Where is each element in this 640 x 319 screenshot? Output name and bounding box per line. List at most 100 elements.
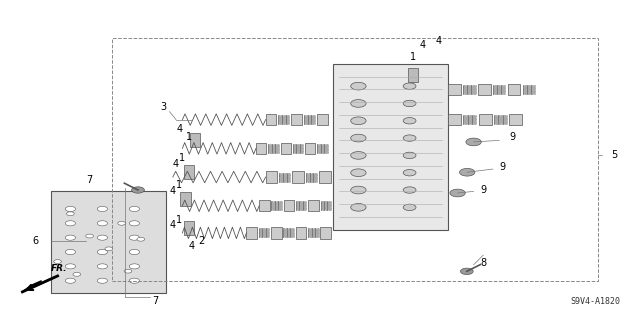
Bar [479,114,492,125]
Bar [284,200,294,211]
Circle shape [65,264,76,269]
Bar [293,144,303,153]
Circle shape [351,152,366,159]
Text: 1: 1 [176,180,182,190]
Bar [305,143,316,154]
Circle shape [403,187,416,193]
Text: 1: 1 [186,132,192,142]
Bar [184,165,194,179]
Bar [296,201,307,210]
Bar [291,114,302,125]
Circle shape [403,152,416,159]
Bar [266,171,277,183]
Text: 2: 2 [198,236,205,246]
Bar [279,173,291,182]
Circle shape [129,278,140,283]
Circle shape [118,221,125,225]
Bar [51,191,166,293]
Text: S9V4-A1820: S9V4-A1820 [571,297,621,306]
Circle shape [65,249,76,255]
Bar [508,84,520,95]
Text: 4: 4 [173,159,179,169]
Circle shape [466,138,481,146]
Bar [271,201,282,210]
Circle shape [65,206,76,211]
Circle shape [403,100,416,107]
Bar [308,200,319,211]
Circle shape [351,186,366,194]
Text: 4: 4 [189,241,195,251]
Bar [296,227,307,239]
Bar [259,200,269,211]
Text: 7: 7 [152,296,159,307]
Circle shape [65,221,76,226]
Bar [463,85,476,94]
Circle shape [137,237,145,241]
Circle shape [460,168,475,176]
Bar [319,171,331,183]
Bar [292,171,304,183]
Bar [190,133,200,147]
Text: 4: 4 [435,36,442,47]
Bar [304,115,315,124]
Text: FR.: FR. [51,264,68,273]
Circle shape [97,221,108,226]
Text: 9: 9 [480,185,486,195]
Bar [321,201,331,210]
Circle shape [67,212,74,216]
Circle shape [97,264,108,269]
Text: 4: 4 [176,124,182,134]
Bar [494,115,507,124]
Bar [180,192,191,206]
Circle shape [351,134,366,142]
Bar [256,143,266,154]
Circle shape [351,82,366,90]
Text: 8: 8 [480,258,486,268]
Bar [308,228,319,237]
Bar [448,114,461,125]
Bar [321,227,331,239]
Text: 7: 7 [86,175,93,185]
Text: 1: 1 [179,153,186,163]
Circle shape [129,206,140,211]
Circle shape [97,206,108,211]
Circle shape [73,272,81,276]
Circle shape [54,260,61,263]
Circle shape [403,118,416,124]
Bar [271,227,282,239]
Circle shape [105,247,113,251]
Bar [493,85,506,94]
Bar [266,114,276,125]
Circle shape [65,278,76,283]
Bar [448,84,461,95]
Text: 4: 4 [419,40,426,50]
Bar [280,143,291,154]
Text: 9: 9 [509,132,515,142]
Bar [184,221,194,235]
Circle shape [124,269,132,273]
Circle shape [351,117,366,125]
Circle shape [351,204,366,211]
Circle shape [351,169,366,176]
Circle shape [450,189,465,197]
Text: 3: 3 [160,102,166,112]
Circle shape [86,234,93,238]
Bar [259,228,269,237]
Circle shape [97,278,108,283]
Circle shape [97,249,108,255]
Circle shape [403,169,416,176]
Bar [333,64,448,230]
Circle shape [351,100,366,107]
Circle shape [460,268,473,275]
Bar [523,85,535,94]
Bar [317,114,328,125]
Text: 1: 1 [410,52,416,63]
Circle shape [97,235,108,240]
Bar [306,173,317,182]
Bar [284,228,294,237]
Bar [246,227,257,239]
Circle shape [129,264,140,269]
Text: 6: 6 [32,236,38,246]
Bar [408,68,418,82]
Circle shape [129,249,140,255]
